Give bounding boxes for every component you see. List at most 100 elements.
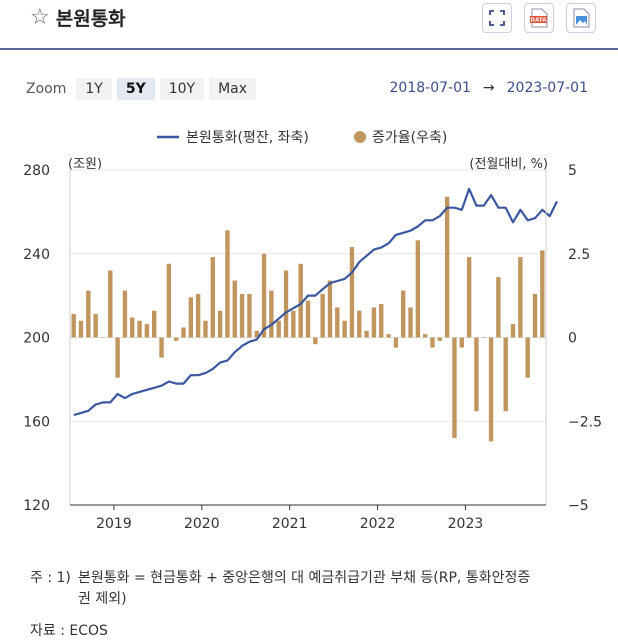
svg-text:DATA: DATA [531,18,548,24]
data-download-icon[interactable]: DATA [524,3,554,33]
expand-icon[interactable] [482,3,512,33]
y-right-tick-label: 2.5 [568,247,590,263]
y-left-tick-label: 240 [23,247,50,263]
y-right-tick-label: 5 [568,163,577,179]
bar [152,310,157,338]
bar [100,337,106,338]
bar [481,337,486,338]
footnote-line1: 본원통화 = 현금통화 + 중앙은행의 대 예금취급기관 부채 등(RP, 통화… [78,570,531,586]
bar [269,290,274,338]
bar [444,196,450,338]
bar [393,337,399,348]
bar [408,307,413,338]
x-tick-label: 2023 [448,516,484,532]
axes: 280 240 200 160 120 5 2.5 0 −2.5 −5 2019 2020 2021 20… [23,163,602,532]
bar [422,334,428,338]
bar [225,230,230,338]
bar [357,310,362,338]
bar [298,263,303,338]
bar [217,310,223,338]
line-path [73,187,558,417]
source-label: 자료 : [30,623,65,639]
bar [437,337,443,341]
y-right-tick-label: −2.5 [568,414,602,430]
bar [188,297,194,338]
bar [503,337,508,412]
y-left-unit: (조원) [68,157,102,172]
line-series [73,187,558,417]
zoom-1y-button[interactable]: 1Y [76,78,112,100]
bar [254,330,259,338]
zoom-max-button[interactable]: Max [209,78,257,100]
footnote: 주 : 1) 본원통화 = 현금통화 + 중앙은행의 대 예금취급기관 부채 등(… [30,568,530,610]
bar [144,324,150,338]
chart-header: ☆ 본원통화 DATA [0,0,618,50]
bar [540,250,545,338]
bar [430,337,435,348]
x-tick-label: 2021 [272,516,308,532]
bar [291,310,296,338]
toolbar-icons: DATA [482,3,596,33]
bar [371,307,377,338]
bar [510,324,516,338]
legend-line-label[interactable]: 본원통화(평잔, 좌축) [186,130,309,146]
legend-bar-swatch [354,131,366,143]
footnote-line2: 권 제외) [78,591,127,607]
date-range: 2018-07-01 → 2023-07-01 [390,80,588,96]
bar [239,293,245,338]
bar-series [71,196,545,442]
bar [466,257,472,338]
bar [173,337,179,341]
bar [86,290,91,338]
bar [459,337,464,348]
x-tick-label: 2022 [360,516,396,532]
bar [379,304,384,338]
bar [525,337,530,378]
bar [474,337,479,412]
bar [159,337,164,358]
range-arrow: → [482,80,495,96]
source-value: ECOS [69,623,108,639]
y-left-tick-label: 120 [23,498,50,514]
bar [327,280,333,338]
zoom-label: Zoom [26,81,67,97]
bar [496,277,501,338]
bar [78,320,84,338]
zoom-5y-button[interactable]: 5Y [116,78,155,100]
bar [166,263,172,338]
y-right-tick-label: −5 [568,498,589,514]
bar [232,280,237,338]
zoom-controls: Zoom 1Y 5Y 10Y Max [26,78,261,100]
x-tick-label: 2019 [96,516,132,532]
zoom-10y-button[interactable]: 10Y [159,78,205,100]
y-left-tick-label: 200 [23,331,50,347]
source-note: 자료 : ECOS [30,620,108,640]
chart-title: 본원통화 [55,8,126,30]
star-icon[interactable]: ☆ [30,4,50,30]
y-right-unit: (전월대비, %) [469,157,548,172]
bar [305,300,311,338]
legend-bar-label[interactable]: 증가율(우축) [372,130,447,146]
y-right-tick-label: 0 [568,331,577,347]
bar [452,337,457,438]
bar [122,290,128,338]
bar [313,337,318,345]
chart-area: 본원통화(평잔, 좌축) 증가율(우축) (조원) (전월대비, %) 280 2… [23,130,602,532]
y-left-tick-label: 280 [23,163,50,179]
bar [349,247,355,338]
y-left-tick-label: 160 [23,414,50,430]
range-end[interactable]: 2023-07-01 [506,80,588,96]
bar [115,337,120,378]
bar [415,240,421,338]
bar [181,327,186,338]
bar [276,320,281,338]
image-download-icon[interactable] [566,3,596,33]
bar [203,320,208,338]
bar [386,334,391,338]
title-group: ☆ 본원통화 [30,4,126,31]
bar [137,320,142,338]
bar [130,317,135,338]
range-start[interactable]: 2018-07-01 [389,80,471,96]
bar [71,314,76,338]
bar [401,290,406,338]
